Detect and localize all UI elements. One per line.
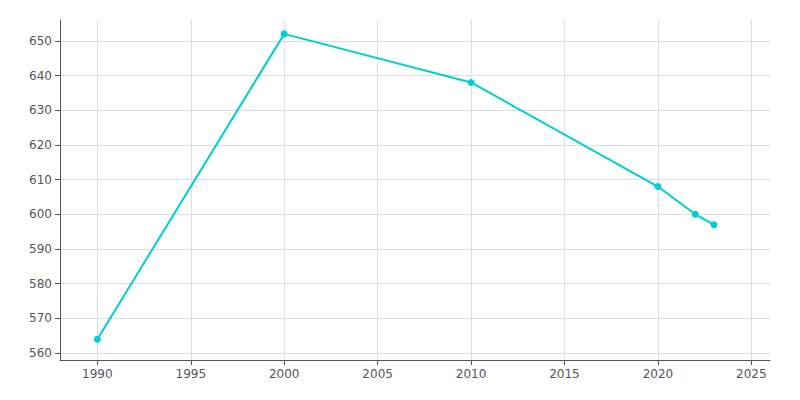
svg-text:1995: 1995 <box>176 367 207 381</box>
svg-text:2015: 2015 <box>549 367 580 381</box>
svg-text:2010: 2010 <box>456 367 487 381</box>
svg-text:600: 600 <box>29 207 52 221</box>
svg-text:630: 630 <box>29 103 52 117</box>
svg-text:2020: 2020 <box>643 367 674 381</box>
svg-text:570: 570 <box>29 311 52 325</box>
svg-text:2005: 2005 <box>362 367 393 381</box>
svg-text:650: 650 <box>29 34 52 48</box>
svg-text:1990: 1990 <box>82 367 113 381</box>
svg-text:610: 610 <box>29 173 52 187</box>
svg-text:620: 620 <box>29 138 52 152</box>
svg-text:580: 580 <box>29 277 52 291</box>
svg-text:640: 640 <box>29 69 52 83</box>
svg-text:590: 590 <box>29 242 52 256</box>
svg-text:560: 560 <box>29 346 52 360</box>
svg-text:2000: 2000 <box>269 367 300 381</box>
svg-text:2025: 2025 <box>736 367 767 381</box>
